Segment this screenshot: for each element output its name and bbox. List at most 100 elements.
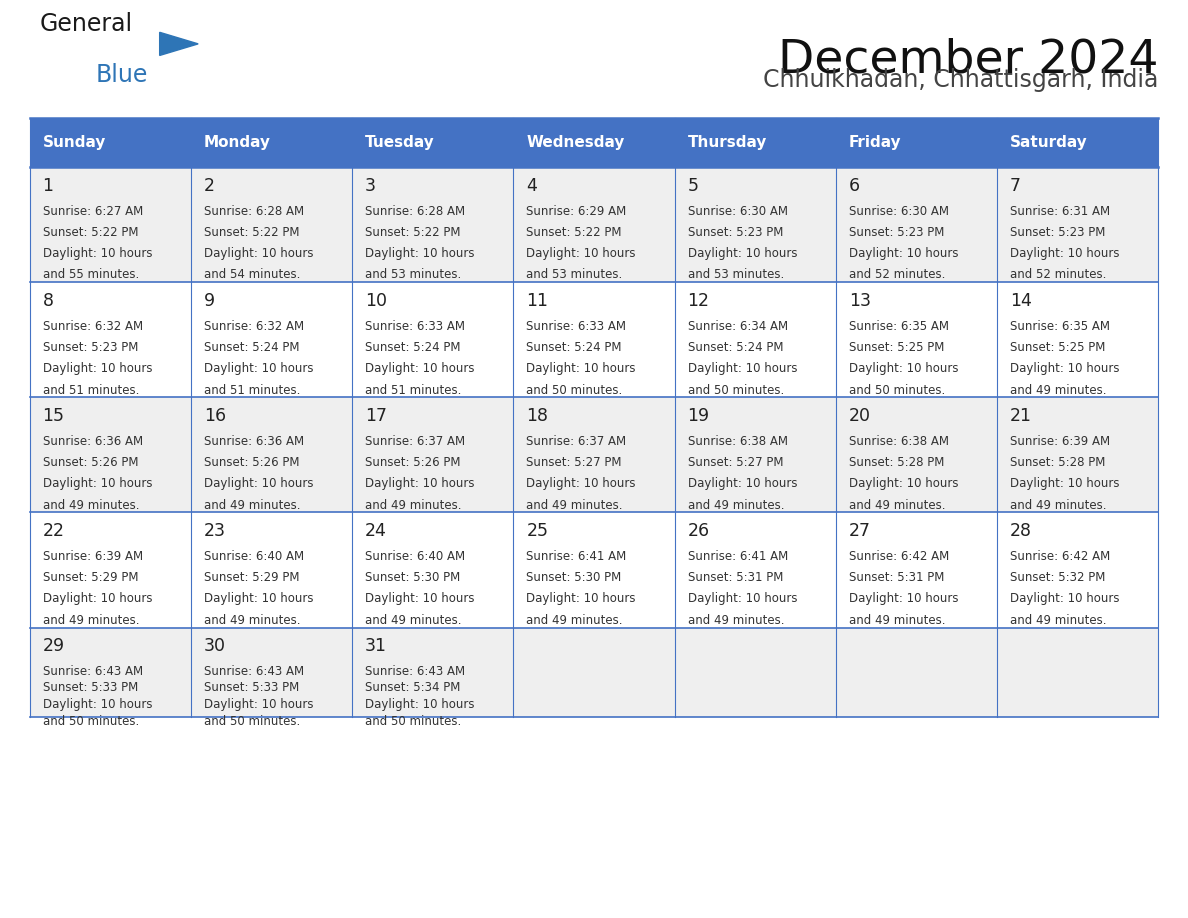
Text: 15: 15 bbox=[43, 407, 64, 425]
Text: Sunrise: 6:36 AM: Sunrise: 6:36 AM bbox=[43, 435, 143, 448]
Text: Sunrise: 6:43 AM: Sunrise: 6:43 AM bbox=[204, 665, 304, 677]
Text: Daylight: 10 hours: Daylight: 10 hours bbox=[43, 247, 152, 260]
Bar bbox=[997, 283, 1158, 397]
Polygon shape bbox=[159, 32, 198, 55]
Text: and 49 minutes.: and 49 minutes. bbox=[1010, 384, 1106, 397]
Text: Sunset: 5:30 PM: Sunset: 5:30 PM bbox=[365, 571, 460, 584]
Bar bbox=[836, 397, 997, 512]
Text: Sunrise: 6:41 AM: Sunrise: 6:41 AM bbox=[526, 550, 626, 563]
Bar bbox=[513, 118, 675, 167]
Bar bbox=[513, 397, 675, 512]
Text: Sunset: 5:28 PM: Sunset: 5:28 PM bbox=[1010, 456, 1105, 469]
Text: and 50 minutes.: and 50 minutes. bbox=[365, 714, 461, 728]
Text: 14: 14 bbox=[1010, 292, 1032, 309]
Text: Sunrise: 6:32 AM: Sunrise: 6:32 AM bbox=[43, 319, 143, 332]
Bar bbox=[513, 167, 675, 283]
Text: and 49 minutes.: and 49 minutes. bbox=[1010, 614, 1106, 627]
Text: Sunrise: 6:38 AM: Sunrise: 6:38 AM bbox=[848, 435, 949, 448]
Text: Sunset: 5:25 PM: Sunset: 5:25 PM bbox=[1010, 341, 1105, 354]
Text: Sunrise: 6:33 AM: Sunrise: 6:33 AM bbox=[365, 319, 465, 332]
Bar bbox=[30, 118, 191, 167]
Text: and 51 minutes.: and 51 minutes. bbox=[365, 384, 461, 397]
Bar bbox=[836, 283, 997, 397]
Bar bbox=[30, 283, 191, 397]
Text: and 49 minutes.: and 49 minutes. bbox=[365, 614, 462, 627]
Text: Sunrise: 6:33 AM: Sunrise: 6:33 AM bbox=[526, 319, 626, 332]
Text: and 50 minutes.: and 50 minutes. bbox=[43, 714, 139, 728]
Text: Daylight: 10 hours: Daylight: 10 hours bbox=[848, 592, 959, 605]
Text: Sunset: 5:23 PM: Sunset: 5:23 PM bbox=[688, 226, 783, 239]
Text: Sunrise: 6:40 AM: Sunrise: 6:40 AM bbox=[204, 550, 304, 563]
Text: Daylight: 10 hours: Daylight: 10 hours bbox=[526, 247, 636, 260]
Text: Daylight: 10 hours: Daylight: 10 hours bbox=[1010, 477, 1119, 490]
Text: Daylight: 10 hours: Daylight: 10 hours bbox=[688, 247, 797, 260]
Text: Sunrise: 6:37 AM: Sunrise: 6:37 AM bbox=[526, 435, 626, 448]
Text: Daylight: 10 hours: Daylight: 10 hours bbox=[688, 592, 797, 605]
Text: and 50 minutes.: and 50 minutes. bbox=[848, 384, 944, 397]
Text: Sunset: 5:25 PM: Sunset: 5:25 PM bbox=[848, 341, 944, 354]
Text: and 49 minutes.: and 49 minutes. bbox=[43, 614, 139, 627]
Bar bbox=[997, 512, 1158, 628]
Text: Daylight: 10 hours: Daylight: 10 hours bbox=[526, 363, 636, 375]
Text: 2: 2 bbox=[204, 176, 215, 195]
Bar bbox=[675, 283, 836, 397]
Text: Sunset: 5:22 PM: Sunset: 5:22 PM bbox=[43, 226, 138, 239]
Text: Sunrise: 6:43 AM: Sunrise: 6:43 AM bbox=[365, 665, 466, 677]
Bar bbox=[997, 167, 1158, 283]
Text: Thursday: Thursday bbox=[688, 135, 767, 150]
Text: 7: 7 bbox=[1010, 176, 1020, 195]
Bar bbox=[675, 628, 836, 717]
Text: 28: 28 bbox=[1010, 521, 1032, 540]
Text: Sunset: 5:23 PM: Sunset: 5:23 PM bbox=[1010, 226, 1105, 239]
Text: Daylight: 10 hours: Daylight: 10 hours bbox=[204, 592, 314, 605]
Text: Daylight: 10 hours: Daylight: 10 hours bbox=[526, 477, 636, 490]
Text: Daylight: 10 hours: Daylight: 10 hours bbox=[43, 477, 152, 490]
Bar bbox=[675, 512, 836, 628]
Text: Sunrise: 6:43 AM: Sunrise: 6:43 AM bbox=[43, 665, 143, 677]
Text: Daylight: 10 hours: Daylight: 10 hours bbox=[204, 247, 314, 260]
Bar bbox=[513, 512, 675, 628]
Text: Daylight: 10 hours: Daylight: 10 hours bbox=[204, 698, 314, 711]
Text: and 49 minutes.: and 49 minutes. bbox=[1010, 498, 1106, 511]
Text: Sunset: 5:22 PM: Sunset: 5:22 PM bbox=[204, 226, 299, 239]
Text: 16: 16 bbox=[204, 407, 226, 425]
Bar bbox=[836, 167, 997, 283]
Text: Sunset: 5:22 PM: Sunset: 5:22 PM bbox=[365, 226, 461, 239]
Text: and 52 minutes.: and 52 minutes. bbox=[1010, 268, 1106, 282]
Bar bbox=[997, 118, 1158, 167]
Text: Blue: Blue bbox=[95, 63, 147, 87]
Text: 31: 31 bbox=[365, 637, 387, 655]
Text: 24: 24 bbox=[365, 521, 387, 540]
Text: 20: 20 bbox=[848, 407, 871, 425]
Text: Daylight: 10 hours: Daylight: 10 hours bbox=[848, 363, 959, 375]
Text: and 51 minutes.: and 51 minutes. bbox=[43, 384, 139, 397]
Text: Sunrise: 6:38 AM: Sunrise: 6:38 AM bbox=[688, 435, 788, 448]
Text: Sunrise: 6:30 AM: Sunrise: 6:30 AM bbox=[848, 205, 949, 218]
Text: Daylight: 10 hours: Daylight: 10 hours bbox=[365, 477, 474, 490]
Text: 27: 27 bbox=[848, 521, 871, 540]
Text: General: General bbox=[40, 12, 133, 36]
Text: and 50 minutes.: and 50 minutes. bbox=[204, 714, 301, 728]
Text: Daylight: 10 hours: Daylight: 10 hours bbox=[204, 477, 314, 490]
Text: 13: 13 bbox=[848, 292, 871, 309]
Text: 17: 17 bbox=[365, 407, 387, 425]
Bar bbox=[30, 512, 191, 628]
Bar bbox=[352, 283, 513, 397]
Text: and 49 minutes.: and 49 minutes. bbox=[43, 498, 139, 511]
Text: Sunday: Sunday bbox=[43, 135, 106, 150]
Text: and 51 minutes.: and 51 minutes. bbox=[204, 384, 301, 397]
Text: Daylight: 10 hours: Daylight: 10 hours bbox=[204, 363, 314, 375]
Text: Wednesday: Wednesday bbox=[526, 135, 625, 150]
Text: 21: 21 bbox=[1010, 407, 1032, 425]
Text: Sunset: 5:23 PM: Sunset: 5:23 PM bbox=[43, 341, 138, 354]
Text: Daylight: 10 hours: Daylight: 10 hours bbox=[365, 698, 474, 711]
Text: Sunrise: 6:41 AM: Sunrise: 6:41 AM bbox=[688, 550, 788, 563]
Text: Daylight: 10 hours: Daylight: 10 hours bbox=[365, 592, 474, 605]
Text: 3: 3 bbox=[365, 176, 377, 195]
Text: Daylight: 10 hours: Daylight: 10 hours bbox=[848, 477, 959, 490]
Bar bbox=[675, 167, 836, 283]
Bar bbox=[191, 397, 352, 512]
Text: and 49 minutes.: and 49 minutes. bbox=[848, 614, 946, 627]
Text: December 2024: December 2024 bbox=[778, 38, 1158, 83]
Text: Sunset: 5:29 PM: Sunset: 5:29 PM bbox=[204, 571, 299, 584]
